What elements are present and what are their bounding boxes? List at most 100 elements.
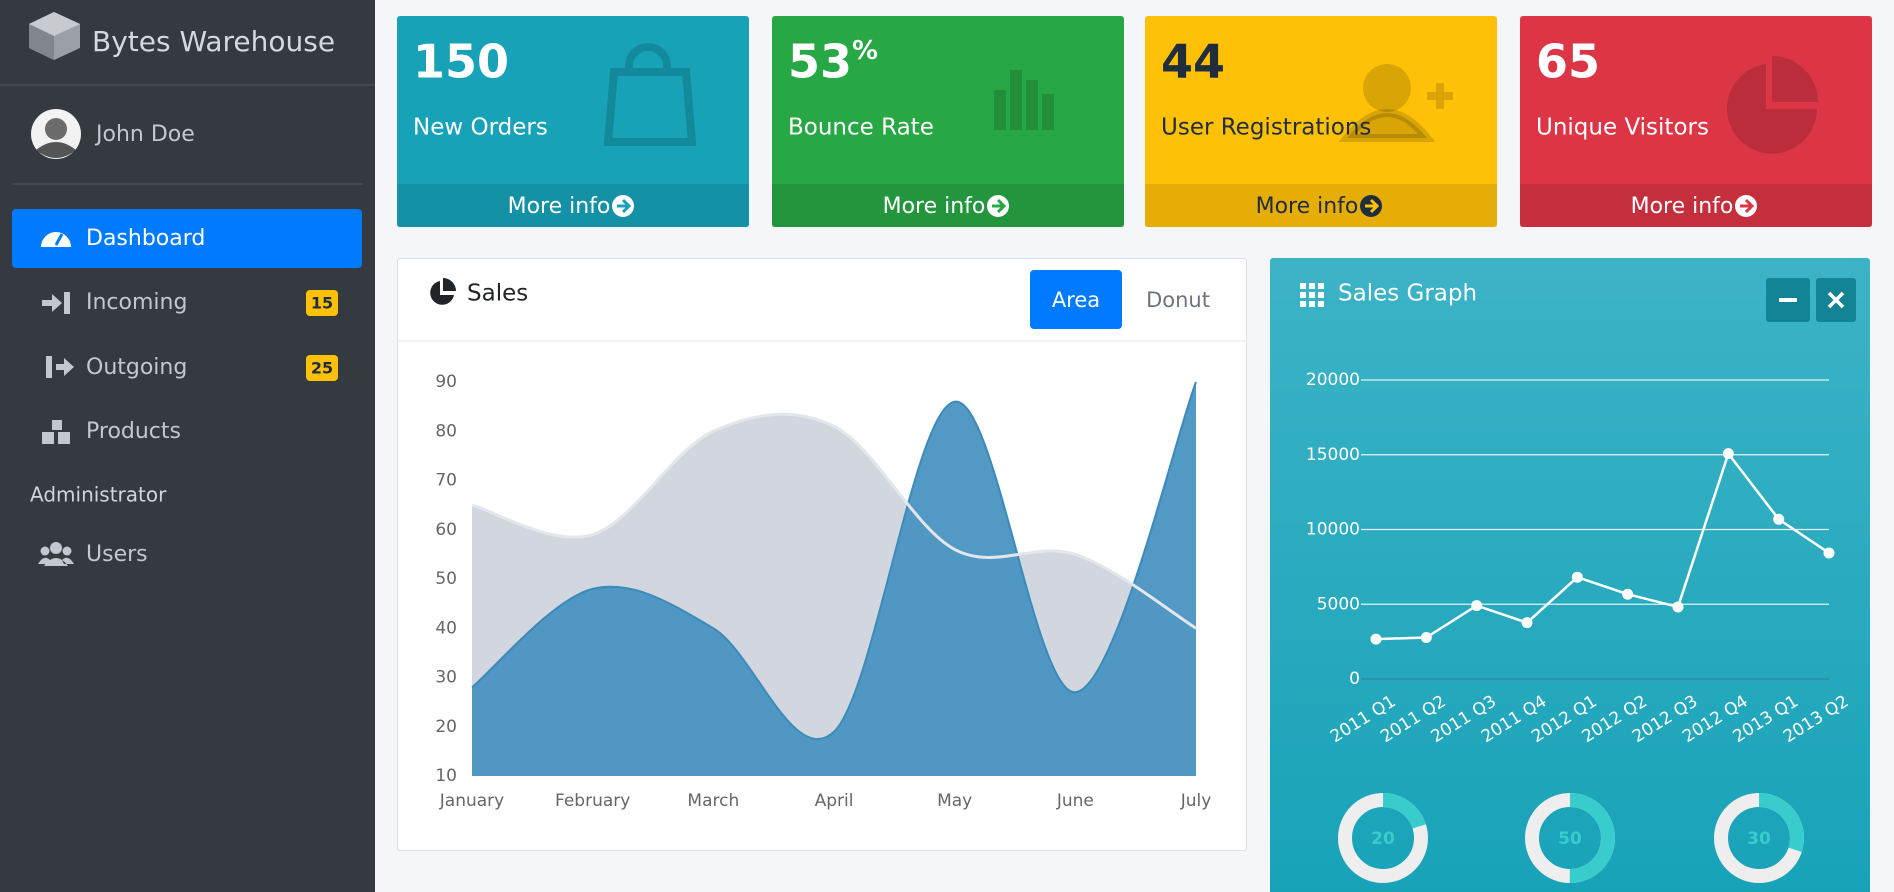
info-box-footer [772, 184, 1124, 227]
card-title: Sales Graph [1338, 281, 1477, 307]
info-label: Bounce Rate [788, 115, 934, 141]
knob-label: 30 [1747, 829, 1771, 849]
info-box: 44 User Registrations More info [1145, 16, 1497, 227]
point [1722, 448, 1734, 460]
info-value: 150 [413, 35, 509, 89]
active-menu-bg [12, 209, 362, 268]
y-tick-label: 5000 [1317, 594, 1360, 614]
y-tick-label: 10 [435, 766, 457, 786]
brand-name[interactable]: Bytes Warehouse [92, 25, 335, 58]
sales-graph-card [1270, 258, 1870, 892]
arrow-icon [1365, 198, 1380, 214]
close-button[interactable] [1816, 278, 1856, 322]
chart-icon [1026, 80, 1038, 130]
y-tick-label: 15000 [1306, 445, 1360, 465]
info-box-footer [1145, 184, 1497, 227]
badge-count: 25 [311, 359, 333, 378]
menu-item[interactable]: Dashboard [86, 226, 205, 251]
area-line [471, 412, 1197, 630]
area-chart: 10 20 30 40 50 60 70 80 90 January February March Ap… [435, 372, 1211, 811]
tab[interactable]: Area [1052, 288, 1100, 312]
area-line [471, 381, 1197, 741]
arrow-icon [1740, 198, 1755, 214]
user-name[interactable]: John Doe [94, 122, 195, 147]
chart-icon [994, 90, 1006, 130]
badge [306, 355, 338, 381]
collapse-button[interactable] [1766, 278, 1810, 322]
user-icon [1338, 83, 1453, 142]
info-box-bg [1520, 16, 1872, 227]
point [1471, 600, 1483, 612]
area [472, 382, 1196, 776]
tab-active[interactable] [1030, 270, 1122, 329]
pie-icon [430, 278, 456, 305]
point [1571, 571, 1583, 583]
point [1521, 617, 1533, 629]
knob-value [1338, 793, 1428, 883]
knob-label: 20 [1371, 829, 1395, 849]
users-icon [38, 542, 74, 566]
more-info-link[interactable]: More info [508, 194, 611, 219]
products-icon [42, 420, 70, 444]
y-tick-label: 60 [435, 520, 457, 540]
info-label: Unique Visitors [1536, 115, 1709, 141]
y-tick-label: 20000 [1306, 370, 1360, 390]
x-tick-label: July [1180, 791, 1212, 811]
x-tick-label: February [555, 791, 630, 811]
bag-icon [603, 43, 697, 146]
knob-value [1525, 793, 1615, 883]
x-tick-label: May [937, 791, 972, 811]
info-box-bg [772, 16, 1124, 227]
x-tick-label: June [1056, 791, 1094, 811]
avatar[interactable] [31, 109, 81, 159]
more-info-link[interactable]: More info [1631, 194, 1734, 219]
card-title: Sales [467, 281, 528, 307]
point [1420, 631, 1432, 643]
y-tick-label: 40 [435, 618, 457, 638]
point [1622, 588, 1634, 600]
info-box: 150 New Orders More info [397, 16, 749, 227]
knob-label: 50 [1558, 829, 1582, 849]
x-tick-label: January [439, 791, 504, 811]
point [1672, 601, 1684, 613]
info-unit: % [852, 36, 878, 66]
y-tick-label: 70 [435, 471, 457, 491]
arrow-icon [617, 198, 632, 214]
y-tick-label: 20 [435, 717, 457, 737]
y-tick-label: 10000 [1306, 520, 1360, 540]
badge-count: 15 [311, 294, 333, 313]
incoming-icon [42, 292, 70, 314]
info-box-bg [1145, 16, 1497, 227]
point [1823, 547, 1835, 559]
info-box-footer [397, 184, 749, 227]
x-tick-label: March [687, 791, 739, 811]
chart-icon [1042, 94, 1054, 130]
menu-item[interactable]: Users [86, 542, 148, 567]
info-label: User Registrations [1161, 115, 1371, 141]
user-icon [1363, 64, 1411, 112]
info-value: 65 [1536, 35, 1600, 89]
menu-item[interactable]: Incoming [86, 290, 187, 315]
menu-section: Administrator [30, 483, 167, 507]
dashboard-icon [41, 232, 71, 247]
more-info-link[interactable]: More info [1256, 194, 1359, 219]
more-info-link[interactable]: More info [883, 194, 986, 219]
menu-item[interactable]: Outgoing [86, 355, 187, 380]
info-label: New Orders [413, 115, 548, 141]
point [1773, 513, 1785, 525]
line [1375, 451, 1830, 641]
info-box-footer [1520, 184, 1872, 227]
menu-item[interactable]: Products [86, 419, 181, 444]
pie-icon [1727, 64, 1817, 154]
brand-logo [29, 12, 80, 60]
y-tick-label: 0 [1349, 669, 1360, 689]
outgoing-icon [46, 356, 74, 378]
y-tick-label: 30 [435, 668, 457, 688]
arrow-icon [992, 198, 1007, 214]
tab[interactable]: Donut [1146, 288, 1210, 312]
y-tick-label: 80 [435, 421, 457, 441]
pie-icon [1772, 56, 1818, 102]
